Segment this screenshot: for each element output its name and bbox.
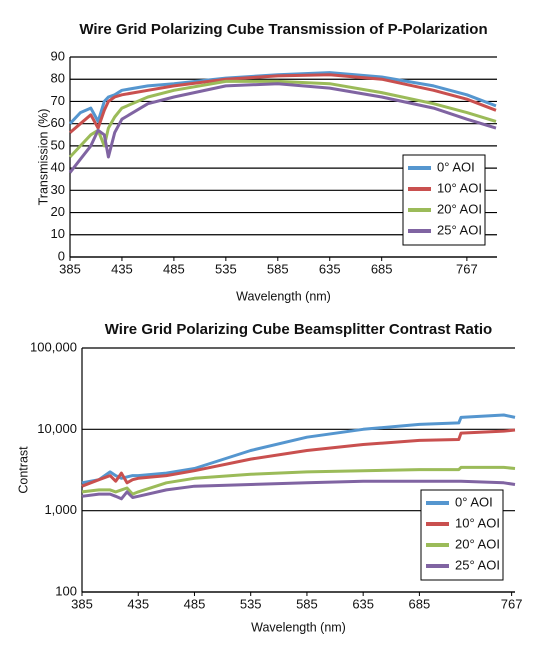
legend-label: 10° AOI (455, 515, 500, 530)
y-tick-label: 80 (51, 71, 65, 86)
x-tick-label: 635 (319, 261, 341, 276)
y-tick-label: 10,000 (37, 421, 77, 436)
y-axis-title: Contrast (16, 446, 30, 494)
series-line (69, 73, 497, 134)
series-line (68, 71, 497, 125)
x-tick-label: 485 (163, 261, 185, 276)
chart: Wire Grid Polarizing Cube Transmission o… (36, 21, 497, 303)
x-tick-label: 385 (59, 261, 81, 276)
legend-label: 20° AOI (437, 201, 482, 216)
x-tick-label: 685 (409, 596, 431, 611)
legend-label: 20° AOI (455, 536, 500, 551)
legend-label: 0° AOI (437, 159, 475, 174)
x-tick-label: 635 (352, 596, 374, 611)
y-tick-label: 60 (51, 115, 65, 130)
series-line (68, 79, 497, 159)
series-line (68, 82, 497, 174)
x-tick-label: 585 (296, 596, 318, 611)
x-tick-label: 767 (456, 261, 478, 276)
y-tick-label: 70 (51, 93, 65, 108)
y-axis-title: Transmission (%) (36, 109, 50, 206)
x-tick-label: 585 (267, 261, 289, 276)
legend-label: 10° AOI (437, 180, 482, 195)
y-tick-label: 90 (51, 48, 65, 63)
y-tick-label: 30 (51, 182, 65, 197)
chart-title: Wire Grid Polarizing Cube Transmission o… (79, 21, 487, 38)
chart-title: Wire Grid Polarizing Cube Beamsplitter C… (105, 321, 492, 338)
x-tick-label: 535 (240, 596, 262, 611)
y-tick-label: 1,000 (44, 502, 77, 517)
legend-label: 0° AOI (455, 494, 493, 509)
y-tick-label: 10 (51, 226, 65, 241)
legend-label: 25° AOI (455, 557, 500, 572)
y-tick-label: 40 (51, 160, 65, 175)
chart: Wire Grid Polarizing Cube Beamsplitter C… (16, 321, 522, 634)
legend-label: 25° AOI (437, 222, 482, 237)
x-tick-label: 385 (71, 596, 93, 611)
series-line (81, 479, 516, 501)
y-tick-label: 100,000 (30, 339, 77, 354)
x-tick-label: 435 (111, 261, 133, 276)
x-axis-title: Wavelength (nm) (251, 620, 346, 634)
series-line (81, 428, 516, 488)
x-axis-title: Wavelength (nm) (236, 289, 331, 303)
x-tick-label: 767 (501, 596, 523, 611)
x-tick-label: 535 (215, 261, 237, 276)
x-tick-label: 435 (127, 596, 149, 611)
series-line (81, 413, 516, 485)
x-tick-label: 685 (371, 261, 393, 276)
x-tick-label: 485 (184, 596, 206, 611)
y-tick-label: 20 (51, 204, 65, 219)
series-line (81, 465, 516, 496)
y-tick-label: 100 (55, 583, 77, 598)
y-tick-label: 0 (58, 248, 65, 263)
y-tick-label: 50 (51, 137, 65, 152)
